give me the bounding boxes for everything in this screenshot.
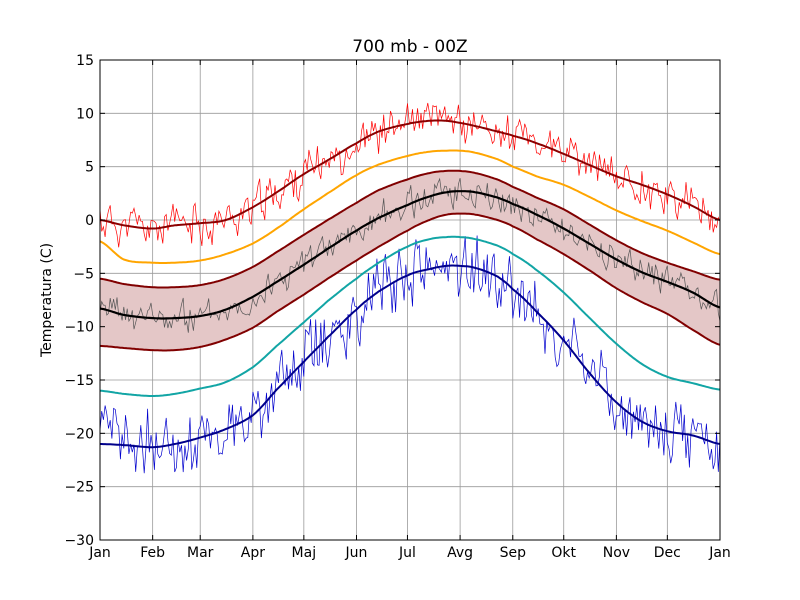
y-tick-label: 10 xyxy=(76,106,94,122)
y-tick-label: −25 xyxy=(64,480,94,496)
daily_min-line xyxy=(99,235,721,474)
daily_mean-line xyxy=(99,177,721,333)
x-tick-label: Feb xyxy=(140,545,165,561)
record-min-line xyxy=(100,264,721,449)
x-tick-label: Mar xyxy=(187,545,214,561)
y-axis-label: Temperatura (C) xyxy=(39,243,55,358)
y-tick-label: −30 xyxy=(64,533,94,549)
x-tick-label: Sep xyxy=(500,545,527,561)
x-tick-label: Apr xyxy=(241,545,265,561)
x-tick-label: Jul xyxy=(398,545,416,561)
y-tick-label: −10 xyxy=(64,320,94,336)
record-max-line xyxy=(99,119,721,230)
x-tick-label: Jan xyxy=(88,545,111,561)
x-tick-label: Okt xyxy=(551,545,576,561)
y-tick-label: 0 xyxy=(85,213,94,229)
band-upper-line xyxy=(99,169,721,289)
x-tick-label: Nov xyxy=(603,545,630,561)
x-tick-label: Jun xyxy=(345,545,368,561)
x-tick-label: Avg xyxy=(447,545,473,561)
band-lower-line xyxy=(99,212,721,352)
x-tick-label: Dec xyxy=(654,545,681,561)
y-tick-label: −15 xyxy=(64,373,94,389)
mean-line xyxy=(99,190,721,320)
p10-line xyxy=(99,235,721,397)
y-tick-label: 15 xyxy=(76,53,94,69)
plot-area: −30 −25 −20 −15 −10 −5 0 5 10 15 Jan Feb Mar Apr Maj Ju… xyxy=(64,53,730,561)
p90-line xyxy=(99,149,721,264)
y-tick-label: −5 xyxy=(73,266,94,282)
plot-frame xyxy=(99,59,721,541)
x-tick-label: Jan xyxy=(708,545,731,561)
chart-title: 700 mb - 00Z xyxy=(352,37,467,57)
y-tick-label: −20 xyxy=(64,426,94,442)
x-tick-label: Maj xyxy=(292,545,317,561)
y-tick-label: 5 xyxy=(85,160,94,176)
interquartile-band xyxy=(100,170,720,351)
